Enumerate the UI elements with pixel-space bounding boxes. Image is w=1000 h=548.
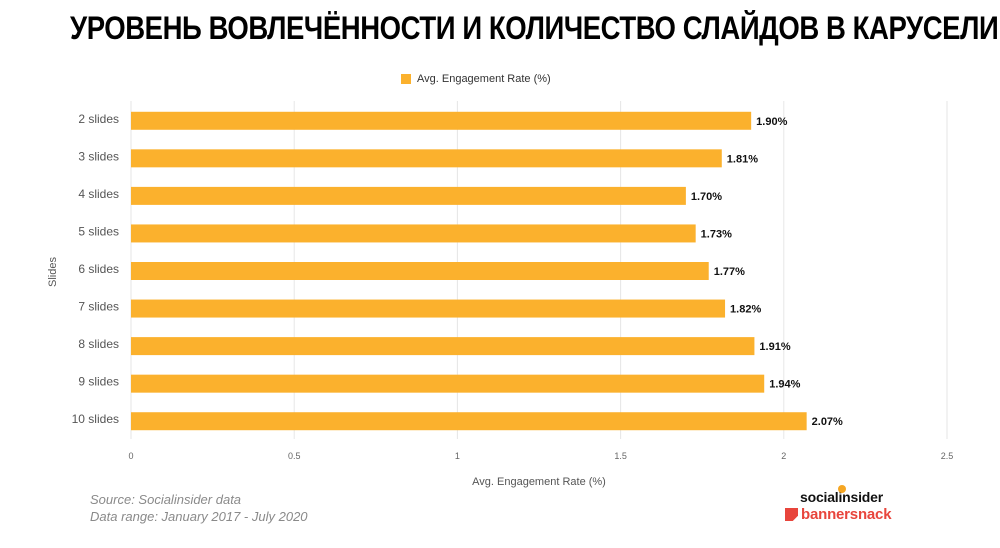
x-tick-label: 2.5 xyxy=(941,451,954,461)
source-note: Source: Socialinsider data Data range: J… xyxy=(90,491,308,525)
data-label: 1.70% xyxy=(691,191,722,203)
y-tick-label: 4 slides xyxy=(78,187,119,201)
data-label: 1.94% xyxy=(769,379,800,391)
bannersnack-icon xyxy=(785,508,798,521)
x-tick-label: 2 xyxy=(781,451,786,461)
y-tick-label: 2 slides xyxy=(78,112,119,126)
bar xyxy=(131,374,765,393)
bar xyxy=(131,337,755,356)
bar xyxy=(131,262,709,280)
x-axis-title: Avg. Engagement Rate (%) xyxy=(472,476,606,488)
legend-label: Avg. Engagement Rate (%) xyxy=(417,73,551,85)
y-tick-label: 10 slides xyxy=(72,412,119,426)
y-tick-label: 7 slides xyxy=(78,300,119,314)
data-label: 1.91% xyxy=(759,341,790,353)
y-tick-label: 8 slides xyxy=(78,337,119,351)
data-label: 1.81% xyxy=(727,153,758,165)
bar xyxy=(131,186,686,205)
data-label: 1.77% xyxy=(714,266,745,278)
bar xyxy=(131,149,722,168)
source-text: Source: Socialinsider data xyxy=(90,492,242,507)
bar xyxy=(131,299,726,318)
x-tick-label: 0.5 xyxy=(288,451,301,461)
data-label: 1.90% xyxy=(756,116,787,128)
logos: socialinsider bannersnack xyxy=(785,485,925,526)
bannersnack-logo: bannersnack xyxy=(785,506,892,523)
bar xyxy=(131,111,752,130)
data-label: 1.82% xyxy=(730,304,761,316)
x-tick-label: 1 xyxy=(455,451,460,461)
y-tick-label: 9 slides xyxy=(78,375,119,389)
y-tick-label: 5 slides xyxy=(78,224,119,238)
bannersnack-logo-text: bannersnack xyxy=(801,506,892,523)
bar xyxy=(131,224,696,243)
x-tick-label: 1.5 xyxy=(614,451,627,461)
legend-swatch xyxy=(401,74,411,84)
bar xyxy=(131,412,807,431)
data-label: 2.07% xyxy=(812,416,843,428)
socialinsider-logo: socialinsider xyxy=(800,489,883,505)
y-tick-label: 3 slides xyxy=(78,149,119,163)
y-tick-label: 6 slides xyxy=(78,262,119,276)
data-range-text: Data range: January 2017 - July 2020 xyxy=(90,509,308,524)
data-label: 1.73% xyxy=(701,228,732,240)
socialinsider-logo-dot xyxy=(838,485,846,493)
chart-title: УРОВЕНЬ ВОВЛЕЧЁННОСТИ И КОЛИЧЕСТВО СЛАЙД… xyxy=(70,10,999,46)
chart-legend: Avg. Engagement Rate (%) xyxy=(401,72,551,86)
y-axis-title: Slides xyxy=(47,257,59,287)
x-tick-label: 0 xyxy=(128,451,133,461)
